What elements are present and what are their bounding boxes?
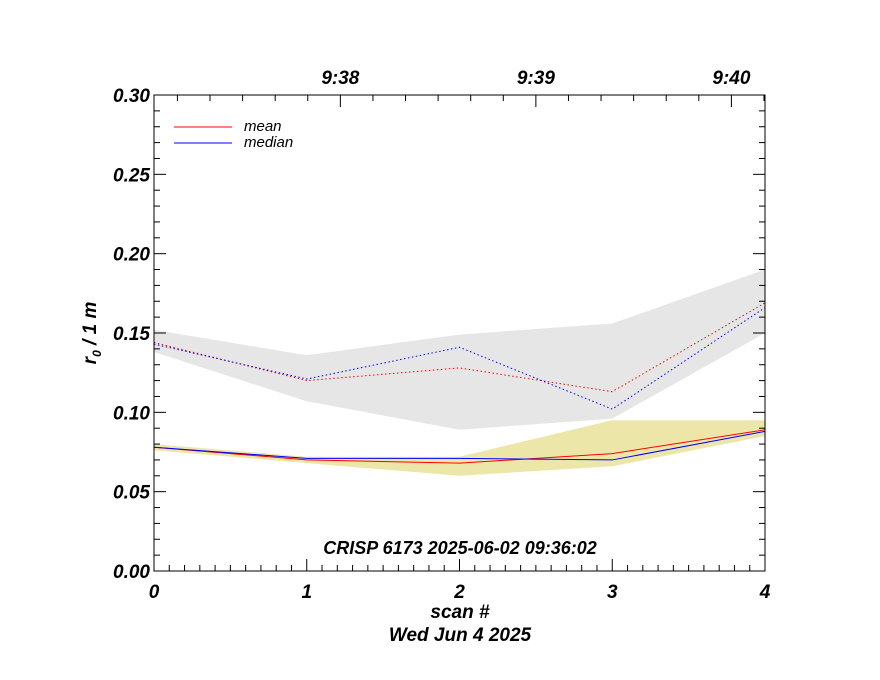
y-tick-label: 0.05 [113, 483, 150, 504]
top-tick-label: 9:39 [517, 68, 555, 89]
series-line-median [153, 430, 766, 461]
band-lower-range [154, 420, 765, 476]
series-layer [153, 302, 766, 464]
x-axis-title: scan # [430, 602, 490, 623]
top-tick-label: 9:40 [712, 68, 750, 89]
series-line-median-upper [153, 307, 766, 410]
x-tick-label: 3 [607, 582, 618, 603]
top-tick-label: 9:38 [321, 68, 359, 89]
band-upper-range [154, 269, 765, 430]
y-tick-label: 0.00 [113, 562, 150, 583]
x-tick-label: 1 [301, 582, 312, 603]
series-line-mean-upper [153, 302, 766, 393]
legend: mean median [174, 118, 293, 151]
legend-mean-label: mean [244, 118, 282, 135]
y-tick-label: 0.25 [113, 165, 150, 186]
y-axis-title-unit: / 1 m [80, 302, 101, 351]
chart-annotation: CRISP 6173 2025-06-02 09:36:02 [323, 538, 597, 558]
y-tick-label: 0.30 [113, 86, 150, 107]
x-tick-label: 0 [149, 582, 160, 603]
ticks-layer [153, 94, 766, 572]
x-tick-label: 2 [453, 582, 465, 603]
series-line-mean [153, 429, 766, 464]
legend-median-label: median [244, 134, 293, 151]
y-tick-label: 0.15 [113, 324, 150, 345]
y-tick-label: 0.20 [113, 245, 150, 266]
y-axis-title-main: r [80, 355, 101, 364]
bands-layer [154, 269, 765, 476]
labels-layer: 0.00 0.05 0.10 0.15 0.20 0.25 0.30 0 1 2 3 4 9:38 9:3… [113, 68, 771, 603]
y-tick-label: 0.10 [113, 403, 150, 424]
x-axis-subtitle: Wed Jun 4 2025 [389, 625, 532, 646]
x-tick-label: 4 [759, 582, 771, 603]
y-axis-title: r0 / 1 m [80, 302, 104, 365]
plot-frame [153, 94, 766, 572]
y-axis-title-subscript: 0 [90, 350, 104, 357]
